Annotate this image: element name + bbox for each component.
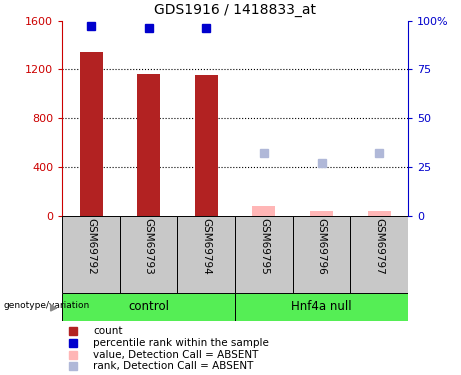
- Text: GSM69792: GSM69792: [86, 218, 96, 274]
- Text: percentile rank within the sample: percentile rank within the sample: [93, 338, 269, 348]
- Bar: [293, 216, 350, 292]
- Bar: [79, 53, 102, 216]
- Text: control: control: [128, 300, 169, 313]
- Bar: [137, 74, 160, 216]
- Text: GSM69795: GSM69795: [259, 218, 269, 274]
- Text: genotype/variation: genotype/variation: [3, 301, 89, 310]
- Text: GSM69793: GSM69793: [144, 218, 154, 274]
- Text: value, Detection Call = ABSENT: value, Detection Call = ABSENT: [93, 350, 259, 360]
- Bar: [235, 292, 408, 321]
- Bar: [177, 216, 235, 292]
- Bar: [350, 216, 408, 292]
- Bar: [120, 216, 177, 292]
- Bar: [62, 216, 120, 292]
- Text: Hnf4a null: Hnf4a null: [291, 300, 352, 313]
- Text: GSM69796: GSM69796: [317, 218, 326, 274]
- Text: GSM69794: GSM69794: [201, 218, 211, 274]
- Bar: [310, 211, 333, 216]
- Bar: [62, 292, 235, 321]
- Bar: [253, 207, 276, 216]
- Text: count: count: [93, 326, 123, 336]
- Title: GDS1916 / 1418833_at: GDS1916 / 1418833_at: [154, 3, 316, 17]
- Bar: [368, 211, 390, 216]
- Bar: [195, 75, 218, 216]
- Bar: [235, 216, 293, 292]
- Text: rank, Detection Call = ABSENT: rank, Detection Call = ABSENT: [93, 362, 254, 371]
- Text: GSM69797: GSM69797: [374, 218, 384, 274]
